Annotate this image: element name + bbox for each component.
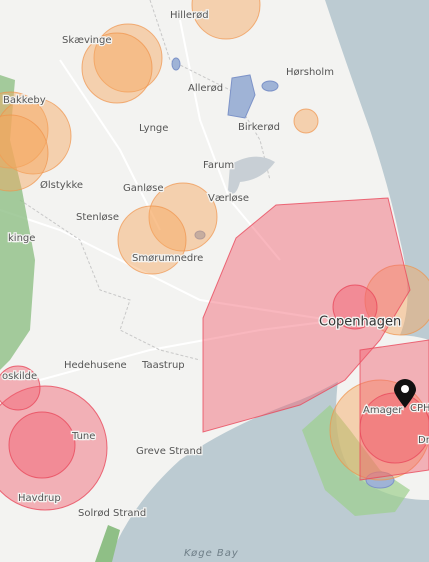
place-label: Tune bbox=[71, 431, 95, 442]
place-label: Lynge bbox=[139, 123, 168, 134]
place-label: Hedehusene bbox=[64, 360, 127, 371]
place-label: Ganløse bbox=[123, 183, 163, 194]
place-label: Copenhagen bbox=[319, 315, 401, 330]
place-label: Værløse bbox=[208, 193, 249, 204]
forest bbox=[0, 75, 35, 370]
place-label: Amager bbox=[363, 405, 403, 416]
borders bbox=[19, 0, 271, 361]
lake bbox=[228, 156, 275, 194]
place-label: Farum bbox=[203, 160, 234, 171]
place-label: Birkerød bbox=[238, 122, 280, 133]
place-label: Stenløse bbox=[76, 212, 119, 223]
place-label: Ølstykke bbox=[40, 179, 83, 191]
place-label: Bakkeby bbox=[3, 95, 46, 106]
place-label: CPH bbox=[410, 403, 429, 414]
map-pin[interactable] bbox=[394, 379, 416, 408]
restricted-zones bbox=[0, 197, 429, 511]
place-label: Havdrup bbox=[18, 493, 61, 504]
labels: Hillerød Skævinge Hørsholm Allerød Lynge Birk… bbox=[1, 9, 429, 559]
place-label: Greve Strand bbox=[136, 446, 202, 457]
place-label: kinge bbox=[8, 233, 35, 244]
place-label: Hillerød bbox=[170, 10, 209, 21]
place-label: Skævinge bbox=[62, 35, 112, 46]
place-label: Dr bbox=[418, 435, 429, 446]
place-label: Solrød Strand bbox=[78, 508, 146, 519]
place-label: Smørumnedre bbox=[132, 253, 203, 264]
place-label: Allerød bbox=[188, 83, 223, 94]
place-label: oskilde bbox=[2, 371, 37, 382]
forest bbox=[95, 525, 120, 562]
place-label: Hørsholm bbox=[286, 67, 334, 78]
place-label: Taastrup bbox=[141, 360, 185, 371]
place-label: Køge Bay bbox=[184, 548, 239, 559]
